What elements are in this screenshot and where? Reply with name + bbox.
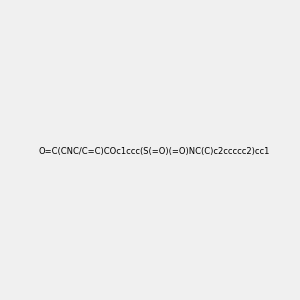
Text: O=C(CNC/C=C)COc1ccc(S(=O)(=O)NC(C)c2ccccc2)cc1: O=C(CNC/C=C)COc1ccc(S(=O)(=O)NC(C)c2cccc… bbox=[38, 147, 269, 156]
